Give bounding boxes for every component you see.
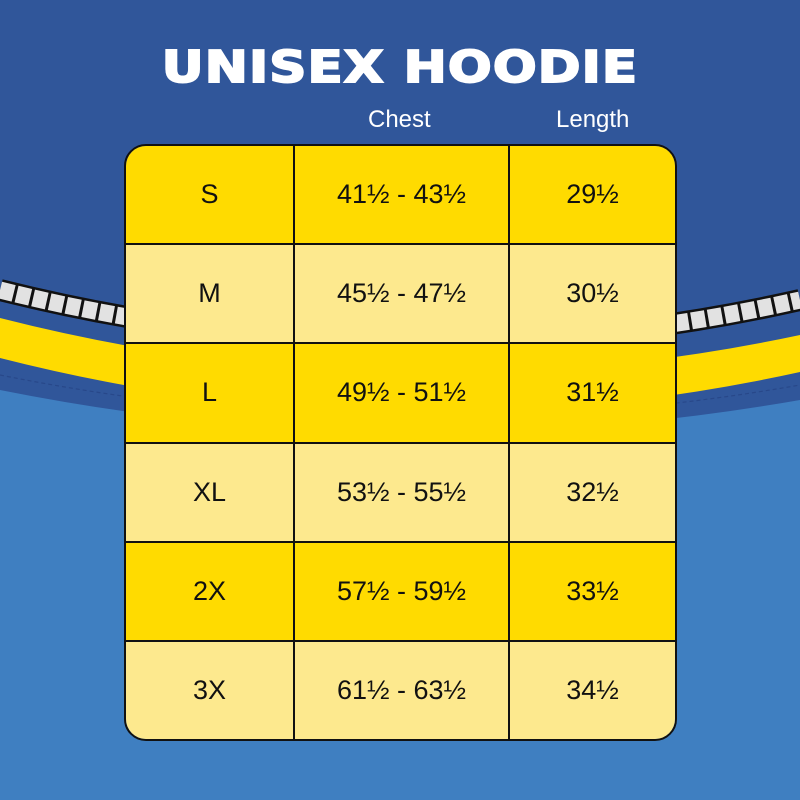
chest-cell: 53½ - 55½ [295,443,510,541]
chest-cell: 61½ - 63½ [295,641,510,739]
table-row: M 45½ - 47½ 30½ [126,243,675,343]
length-cell: 29½ [566,179,619,210]
table-row: 2X 57½ - 59½ 33½ [126,540,675,640]
table-row: 3X 61½ - 63½ 34½ [126,639,675,739]
size-cell: XL [126,443,295,541]
length-cell: 34½ [566,674,619,705]
chest-cell: 49½ - 51½ [295,344,510,442]
chest-cell: 41½ - 43½ [295,146,510,244]
chest-cell: 57½ - 59½ [295,542,510,640]
table-row: L 49½ - 51½ 31½ [126,342,675,442]
table-row: XL 53½ - 55½ 32½ [126,441,675,541]
size-cell: 3X [126,641,295,739]
length-cell: 30½ [566,278,619,309]
length-cell: 31½ [566,377,619,408]
size-cell: L [126,344,295,442]
size-cell: 2X [126,542,295,640]
chest-cell: 45½ - 47½ [295,245,510,343]
header-length: Length [556,106,630,133]
header-chest: Chest [368,106,431,133]
size-cell: M [126,245,295,343]
size-cell: S [126,146,295,244]
table-row: S 41½ - 43½ 29½ [126,146,675,244]
page-title: UNISEX HOODIE [161,40,639,93]
size-table: S 41½ - 43½ 29½ M 45½ - 47½ 30½ L 49½ - … [124,144,677,741]
length-cell: 32½ [566,476,619,507]
length-cell: 33½ [566,575,619,606]
